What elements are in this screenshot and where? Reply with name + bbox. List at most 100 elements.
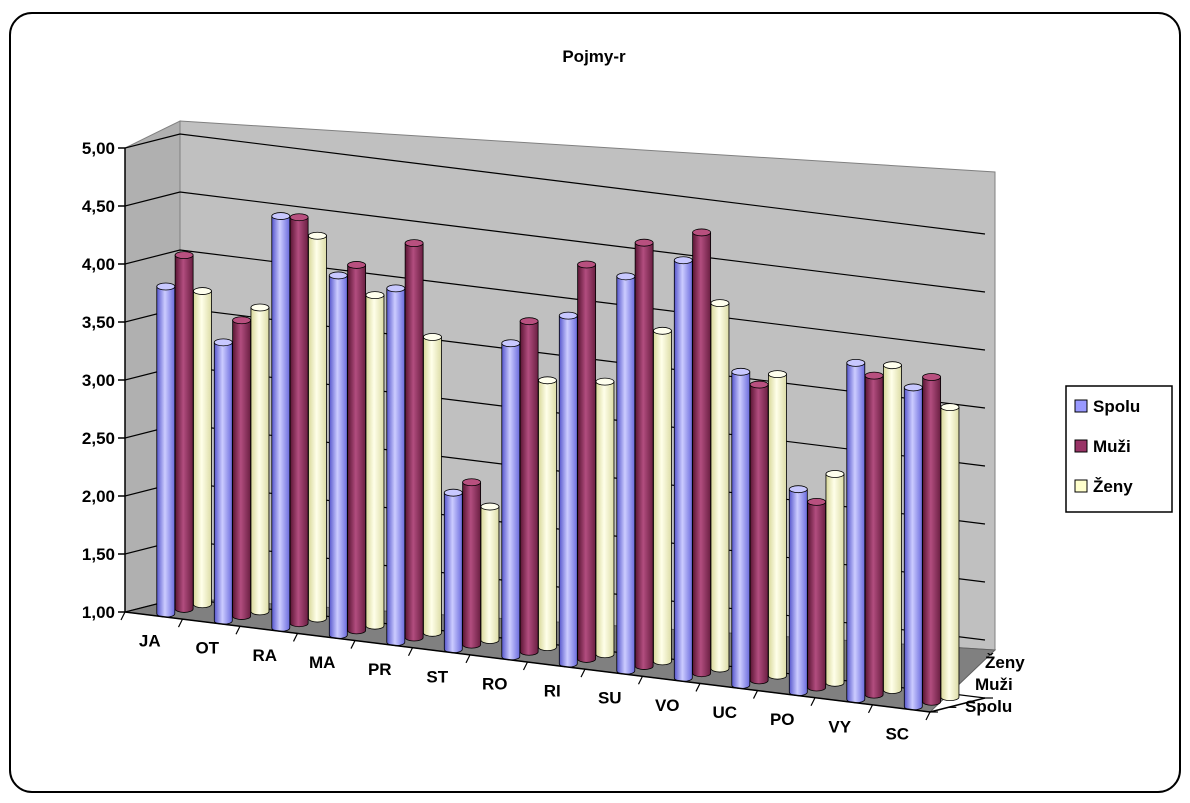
bar-body <box>404 242 424 642</box>
bar-body <box>538 379 557 652</box>
x-tick <box>120 611 126 621</box>
bar-body <box>883 364 902 694</box>
bar-body <box>365 294 385 630</box>
bar <box>710 299 730 673</box>
bar-top <box>864 371 884 380</box>
bar-body <box>480 506 500 644</box>
bar <box>807 497 827 692</box>
bar-top <box>156 282 176 291</box>
bar-top <box>193 287 212 295</box>
legend: Spolu Muži Ženy <box>1065 385 1173 513</box>
x-tick-label: RO <box>482 674 508 693</box>
y-tick-label: 1,00 <box>82 603 115 622</box>
legend-label-zeny: Ženy <box>1093 477 1133 496</box>
x-tick <box>350 640 356 649</box>
bar-body <box>577 264 597 663</box>
bar-top <box>846 359 866 367</box>
bar <box>825 470 845 687</box>
y-tick-label: 3,00 <box>82 371 115 390</box>
gridline <box>124 191 986 293</box>
y-tick-label: 1,50 <box>82 545 115 564</box>
bar-top <box>386 284 406 293</box>
bar-body <box>903 387 923 711</box>
bar-body <box>250 307 270 616</box>
bar <box>634 238 654 670</box>
bar-body <box>519 320 539 656</box>
bar-body <box>193 290 212 609</box>
bar <box>519 317 539 656</box>
bar <box>577 260 597 663</box>
bar <box>308 231 327 623</box>
bar-top <box>271 212 291 220</box>
bar-body <box>922 376 942 706</box>
x-tick-label: SU <box>598 689 622 708</box>
y-tick-label: 3,50 <box>82 313 115 332</box>
bar <box>788 485 808 697</box>
x-tick-label: VO <box>655 696 680 715</box>
bar <box>232 316 252 620</box>
bar <box>480 502 500 644</box>
bar <box>347 261 367 635</box>
bar-body <box>825 473 845 687</box>
bar-body <box>308 235 327 623</box>
bar-body <box>768 373 787 680</box>
x-tick <box>580 668 586 678</box>
x-tick <box>522 661 529 671</box>
bar <box>940 403 960 702</box>
legend-swatch-muzi <box>1074 439 1088 453</box>
bar-top <box>250 303 270 312</box>
bar-top <box>788 485 808 494</box>
bar <box>595 377 615 659</box>
depth-axis-line <box>929 697 986 713</box>
bar-top <box>731 367 751 376</box>
y-tick-label: 2,50 <box>82 429 115 448</box>
bar-top <box>480 502 500 511</box>
bar <box>922 373 942 706</box>
bar-top <box>595 377 615 386</box>
bar-body <box>595 381 615 659</box>
bar <box>462 478 482 649</box>
bar-body <box>807 501 827 692</box>
bar <box>538 376 557 652</box>
bar-top <box>328 271 348 280</box>
bar-top <box>634 238 654 247</box>
bar-body <box>347 264 367 635</box>
bar-top <box>365 291 385 299</box>
bar-body <box>501 342 521 661</box>
bar-top <box>616 272 636 281</box>
bar-top <box>653 326 672 335</box>
bar-top <box>558 311 578 320</box>
x-tick <box>235 626 241 635</box>
bar <box>193 287 212 609</box>
bar-body <box>423 336 442 637</box>
bar <box>846 359 866 704</box>
legend-swatch-spolu <box>1074 399 1088 413</box>
bar <box>768 370 787 680</box>
bar-body <box>692 232 712 678</box>
bar <box>250 303 270 616</box>
bar <box>423 333 442 637</box>
bar <box>903 383 923 711</box>
bar-body <box>710 302 730 673</box>
x-tick-label: ST <box>426 667 448 686</box>
bar-top <box>443 488 463 497</box>
bar <box>653 326 672 666</box>
bar <box>731 367 751 689</box>
x-tick <box>695 683 701 692</box>
x-tick-label: JA <box>139 632 161 651</box>
x-tick-label: PO <box>770 710 795 729</box>
bar-body <box>558 315 578 668</box>
bar <box>328 271 348 639</box>
bar-body <box>731 371 751 689</box>
x-axis-labels: JA OT RA MA PR ST RO RI SU VO UC PO VY SC <box>120 611 931 743</box>
bar <box>404 239 424 642</box>
x-tick <box>867 704 874 714</box>
bar <box>692 228 712 678</box>
bar-top <box>692 228 712 237</box>
bar-body <box>386 287 406 647</box>
bar-top <box>174 251 194 260</box>
x-tick-label: SC <box>885 724 909 743</box>
bar-body <box>328 275 348 639</box>
legend-swatch-zeny <box>1074 479 1088 493</box>
